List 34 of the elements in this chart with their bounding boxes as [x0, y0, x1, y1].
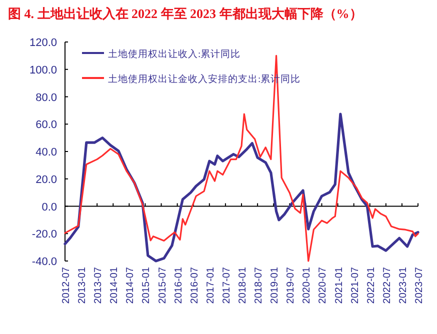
- x-tick-label: 2021-07: [350, 266, 361, 304]
- y-tick-label: 40.0: [36, 146, 57, 158]
- x-tick-label: 2014-07: [125, 266, 136, 304]
- x-tick-label: 2018-07: [254, 266, 265, 304]
- x-tick-label: 2023-07: [414, 266, 425, 304]
- x-tick-label: 2016-07: [189, 266, 200, 304]
- legend-label: 土地使用权出让收入:累计同比: [108, 48, 241, 60]
- x-tick-label: 2016-01: [173, 266, 184, 304]
- y-tick-label: -40.0: [32, 256, 57, 268]
- y-tick-label: 0.0: [42, 201, 57, 214]
- y-tick-label: -20.0: [32, 228, 57, 241]
- x-tick-label: 2022-07: [382, 266, 393, 304]
- x-tick-label: 2023-01: [398, 266, 409, 304]
- y-tick-label: 20.0: [36, 174, 57, 186]
- x-tick-label: 2019-01: [270, 266, 281, 304]
- x-tick-label: 2021-01: [334, 266, 345, 304]
- x-tick-label: 2020-07: [318, 266, 329, 304]
- y-tick-label: 100.0: [29, 64, 57, 76]
- x-tick-label: 2012-07: [61, 266, 72, 304]
- x-tick-label: 2017-01: [205, 266, 216, 304]
- x-tick-label: 2022-01: [366, 266, 377, 304]
- y-tick-label: 120.0: [29, 37, 57, 49]
- x-tick-label: 2014-01: [109, 266, 120, 304]
- y-tick-label: 60.0: [36, 119, 57, 132]
- y-tick-label: 80.0: [36, 92, 57, 104]
- x-tick-label: 2017-07: [221, 266, 232, 304]
- x-tick-label: 2015-01: [141, 266, 152, 304]
- x-tick-label: 2013-01: [77, 266, 88, 304]
- x-tick-label: 2018-01: [238, 266, 248, 304]
- x-tick-label: 2019-07: [286, 266, 297, 304]
- x-tick-label: 2015-07: [157, 266, 168, 304]
- title: 图 4. 土地出让收入在 2022 年至 2023 年都出现大幅下降（%）: [8, 6, 362, 21]
- x-tick-label: 2020-01: [302, 266, 313, 304]
- x-tick-label: 2013-07: [93, 266, 104, 304]
